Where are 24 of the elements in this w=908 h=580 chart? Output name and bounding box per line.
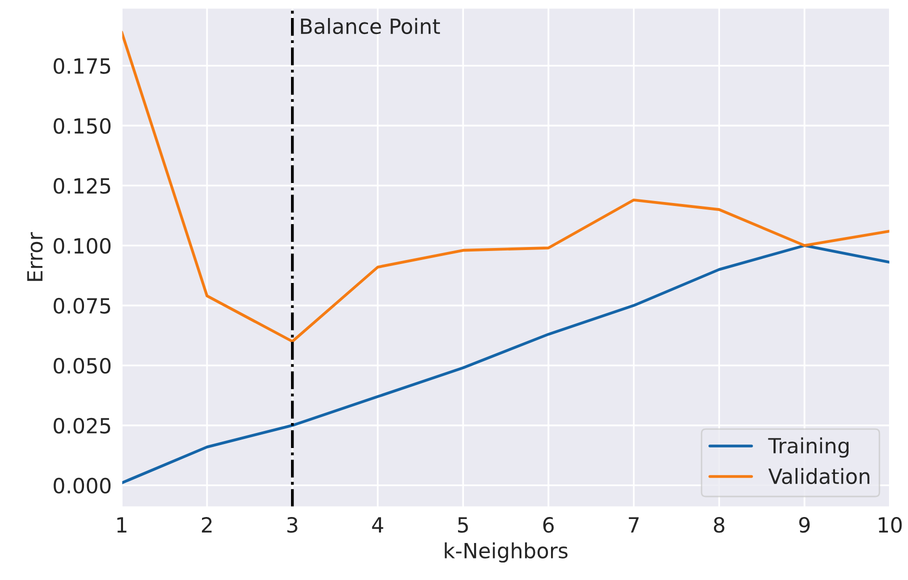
x-tick-label: 4 bbox=[372, 517, 384, 532]
y-axis-title: Error bbox=[27, 232, 43, 281]
x-tick-label: 5 bbox=[458, 517, 468, 533]
y-tick-label: 0.025 bbox=[54, 418, 110, 434]
y-tick-label: 0.100 bbox=[54, 238, 111, 254]
ref-line-label: Balance Point bbox=[301, 18, 440, 34]
x-tick-label: 8 bbox=[714, 517, 724, 533]
legend-label: Training bbox=[768, 437, 849, 458]
x-tick-label: 6 bbox=[543, 517, 554, 533]
x-tick-label: 10 bbox=[878, 517, 902, 533]
y-tick-label: 0.000 bbox=[54, 478, 111, 494]
line-series bbox=[122, 244, 890, 484]
x-tick-label: 1 bbox=[117, 517, 126, 532]
y-tick-label: 0.050 bbox=[54, 358, 111, 374]
y-tick-label: 0.175 bbox=[54, 58, 110, 74]
y-tick-label: 0.075 bbox=[54, 298, 110, 314]
x-tick-label: 3 bbox=[287, 517, 298, 533]
y-tick-label: 0.150 bbox=[54, 118, 111, 134]
x-tick-label: 7 bbox=[628, 517, 639, 532]
x-tick-label: 2 bbox=[202, 517, 212, 532]
x-tick-label: 9 bbox=[799, 517, 810, 533]
x-axis-title: k-Neighbors bbox=[444, 542, 568, 563]
y-tick-label: 0.125 bbox=[54, 178, 110, 194]
legend-label: Validation bbox=[768, 468, 870, 484]
